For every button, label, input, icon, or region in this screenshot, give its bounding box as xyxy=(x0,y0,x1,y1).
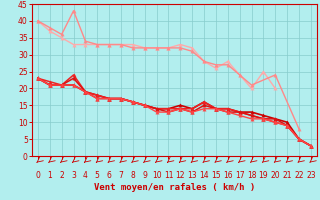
X-axis label: Vent moyen/en rafales ( km/h ): Vent moyen/en rafales ( km/h ) xyxy=(94,183,255,192)
